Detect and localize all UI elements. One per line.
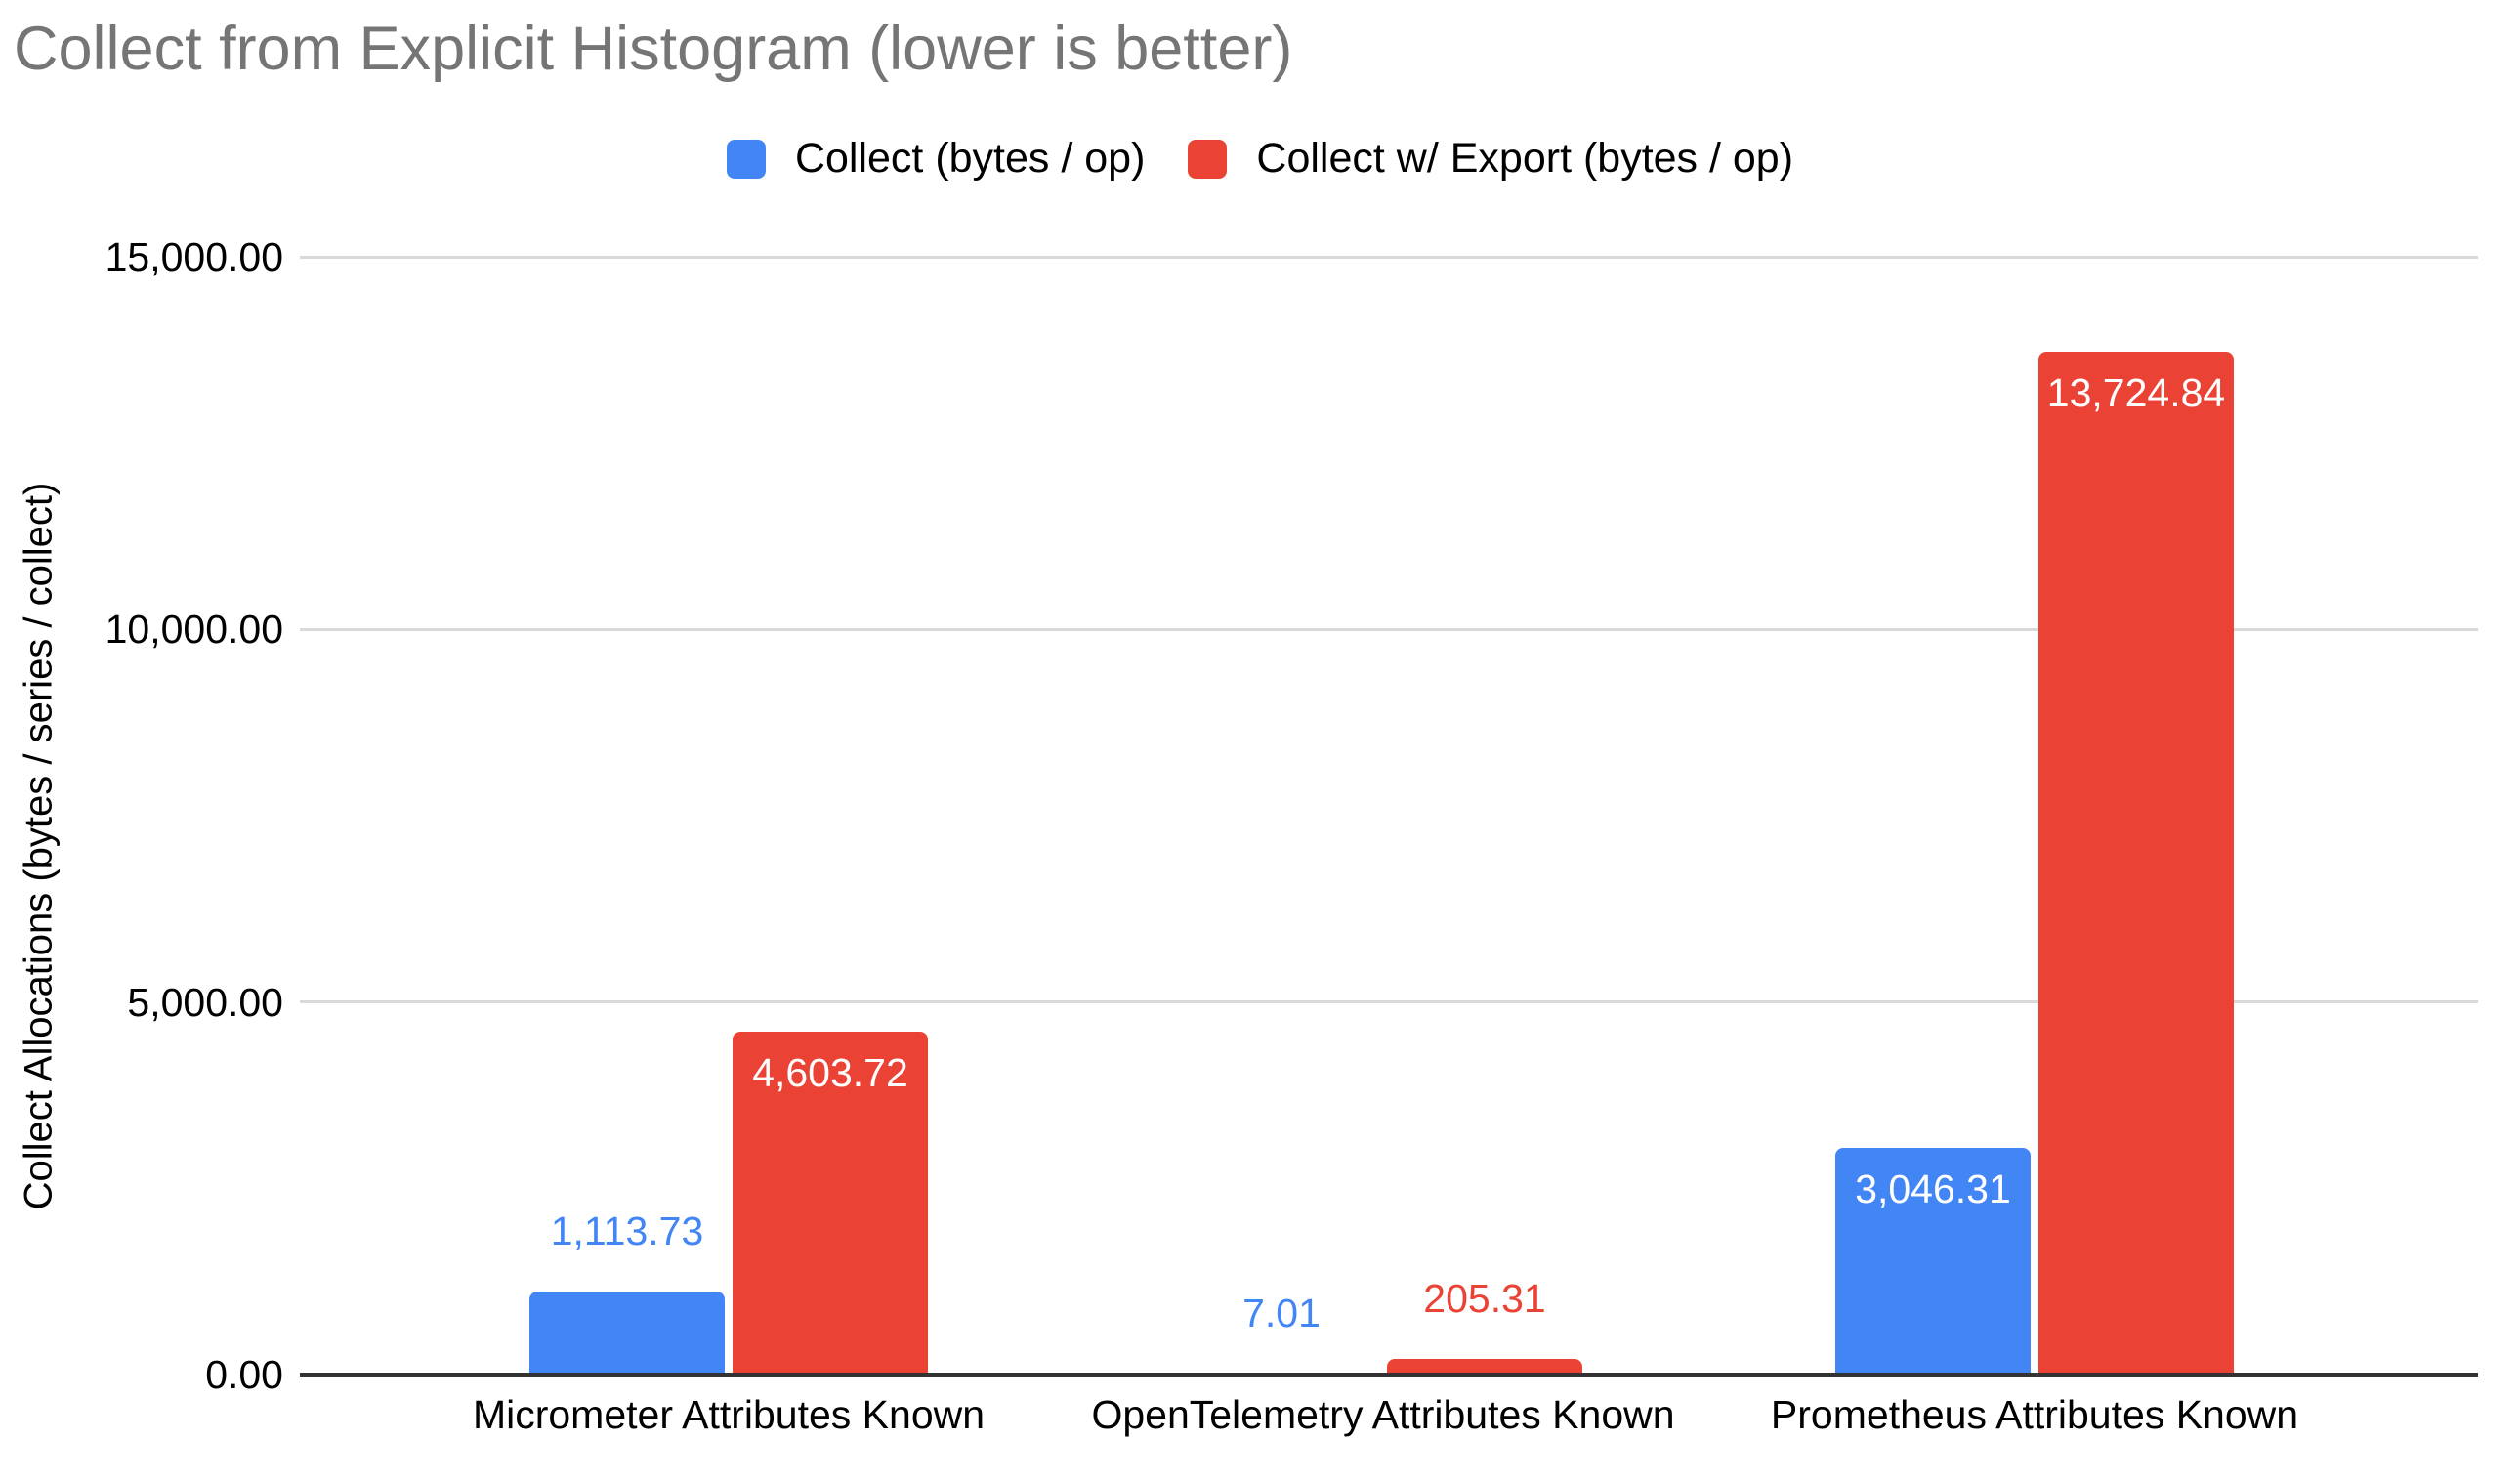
y-tick-label-0: 0.00 <box>0 1351 283 1398</box>
bar-collect-w-export-bytes-op-prometheus-attributes-known <box>2038 352 2234 1375</box>
value-label-collect-w-export-bytes-op-opentelemetry-attributes-known: 205.31 <box>1387 1275 1582 1322</box>
value-label-collect-w-export-bytes-op-prometheus-attributes-known: 13,724.84 <box>2038 369 2234 416</box>
y-tick-label-10000: 10,000.00 <box>0 606 283 653</box>
value-label-collect-bytes-op-micrometer-attributes-known: 1,113.73 <box>529 1208 725 1254</box>
plot-area: 0.00 5,000.00 10,000.00 15,000.00 1,113.73 4,… <box>0 0 2520 1483</box>
category-label-opentelemetry-attributes-known: OpenTelemetry Attributes Known <box>1091 1391 1674 1438</box>
value-label-collect-w-export-bytes-op-micrometer-attributes-known: 4,603.72 <box>733 1049 928 1096</box>
bar-collect-bytes-op-micrometer-attributes-known <box>529 1292 725 1375</box>
category-label-prometheus-attributes-known: Prometheus Attributes Known <box>1771 1391 2298 1438</box>
x-axis-line <box>300 1373 2478 1377</box>
value-label-collect-bytes-op-opentelemetry-attributes-known: 7.01 <box>1184 1290 1379 1336</box>
category-label-micrometer-attributes-known: Micrometer Attributes Known <box>473 1391 985 1438</box>
value-label-collect-bytes-op-prometheus-attributes-known: 3,046.31 <box>1835 1165 2031 1212</box>
y-tick-label-5000: 5,000.00 <box>0 979 283 1026</box>
gridline-15000 <box>300 256 2478 259</box>
chart-canvas: Collect from Explicit Histogram (lower i… <box>0 0 2520 1483</box>
y-tick-label-15000: 15,000.00 <box>0 233 283 280</box>
